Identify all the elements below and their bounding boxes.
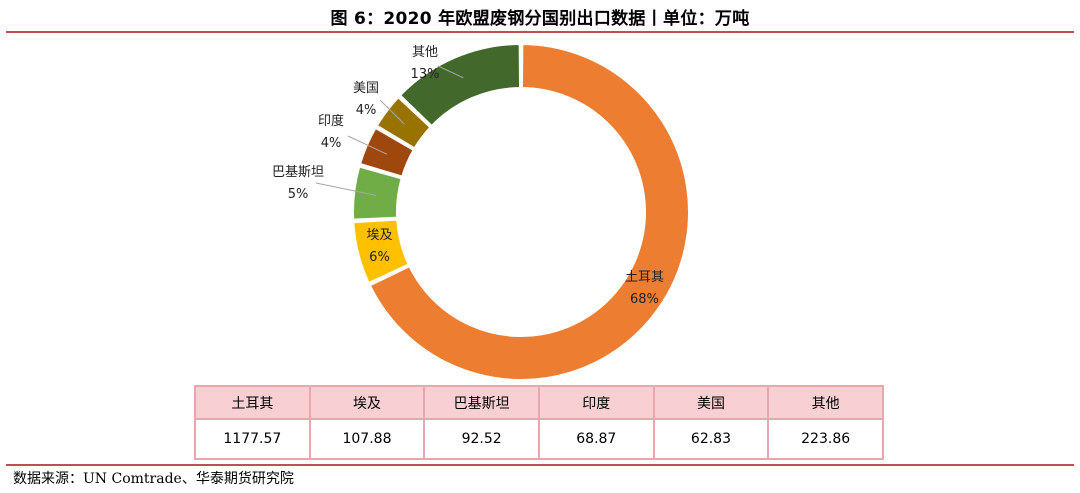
slice-percent-label-1: 6% bbox=[369, 250, 390, 265]
slice-percent-label-0: 68% bbox=[630, 292, 659, 307]
slice-name-label-1: 埃及 bbox=[366, 228, 392, 243]
table-header-cell: 印度 bbox=[537, 385, 655, 420]
table-value-cell: 223.86 bbox=[767, 418, 884, 460]
donut-slice-3 bbox=[358, 126, 415, 178]
slice-percent-label-3: 4% bbox=[321, 136, 342, 151]
slice-name-label-5: 其他 bbox=[412, 45, 438, 60]
table-value-cell: 107.88 bbox=[308, 418, 426, 460]
table-header-row: 土耳其 埃及 巴基斯坦 印度 美国 其他 bbox=[194, 385, 884, 420]
slice-name-label-4: 美国 bbox=[353, 81, 379, 96]
data-table: 土耳其 埃及 巴基斯坦 印度 美国 其他 1177.57 107.88 92.5… bbox=[194, 385, 884, 460]
donut-slice-0 bbox=[368, 42, 690, 381]
table-value-cell: 62.83 bbox=[652, 418, 770, 460]
donut-slice-2 bbox=[352, 165, 403, 221]
table-value-row: 1177.57 107.88 92.52 68.87 62.83 223.86 bbox=[194, 418, 884, 460]
slice-name-label-2: 巴基斯坦 bbox=[272, 165, 324, 180]
footer-divider bbox=[6, 464, 1074, 466]
slice-name-label-0: 土耳其 bbox=[625, 270, 664, 285]
slice-percent-label-2: 5% bbox=[288, 187, 309, 202]
chart-title: 图 6：2020 年欧盟废钢分国别出口数据丨单位：万吨 bbox=[330, 9, 750, 29]
source-note: 数据来源：UN Comtrade、华泰期货研究院 bbox=[13, 471, 294, 487]
leader-line-2 bbox=[315, 182, 377, 196]
title-divider bbox=[6, 31, 1074, 33]
donut-slice-1 bbox=[352, 218, 410, 285]
leader-line-4 bbox=[379, 99, 405, 125]
slice-name-label-3: 印度 bbox=[318, 113, 344, 129]
donut-chart: 土耳其 68% 埃及 6% 巴基斯坦 5% 印度 4% 美国 4% 其他 13% bbox=[272, 42, 690, 381]
table-value-cell: 1177.57 bbox=[194, 418, 311, 460]
table-value-cell: 68.87 bbox=[537, 418, 655, 460]
table-header-cell: 巴基斯坦 bbox=[423, 385, 540, 420]
table-header-cell: 其他 bbox=[767, 385, 884, 420]
leader-line-5 bbox=[437, 65, 464, 79]
slice-percent-label-5: 13% bbox=[411, 67, 440, 82]
table-header-cell: 埃及 bbox=[308, 385, 426, 420]
slice-percent-label-4: 4% bbox=[356, 103, 377, 118]
donut-slice-5 bbox=[398, 42, 522, 128]
leader-line-3 bbox=[347, 135, 388, 155]
table-header-cell: 土耳其 bbox=[194, 385, 311, 420]
table-header-cell: 美国 bbox=[652, 385, 770, 420]
table-value-cell: 92.52 bbox=[423, 418, 540, 460]
